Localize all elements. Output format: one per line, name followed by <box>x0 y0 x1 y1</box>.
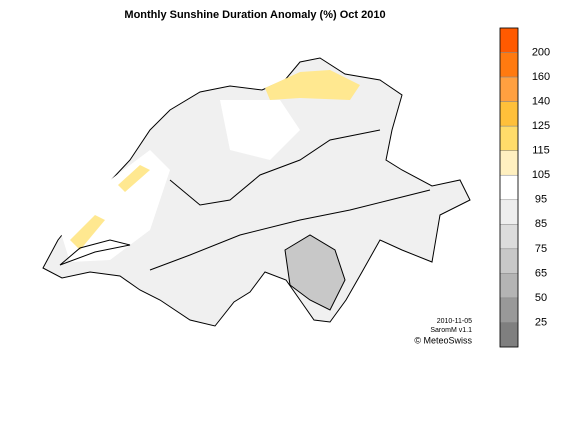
map-title: Monthly Sunshine Duration Anomaly (%) Oc… <box>124 9 385 21</box>
yellow-patch <box>118 165 150 192</box>
legend-swatch <box>499 125 519 151</box>
credit: © MeteoSwiss <box>414 335 472 345</box>
legend-label: 105 <box>532 169 550 181</box>
legend-swatch <box>499 174 519 201</box>
ticino-area <box>284 234 346 311</box>
yellow-patch <box>70 215 105 250</box>
legend-swatch <box>499 76 519 102</box>
legend-label: 95 <box>535 194 547 206</box>
color-legend: 200 160 140 125 115 105 95 85 75 65 50 25 <box>499 27 550 348</box>
legend-swatch <box>499 224 519 250</box>
legend-label: 200 <box>532 46 550 58</box>
white-patch <box>220 100 300 160</box>
lake <box>59 239 131 266</box>
legend-swatch <box>499 101 519 127</box>
region-border <box>149 129 431 271</box>
legend-label: 115 <box>532 145 550 157</box>
legend-swatch <box>499 273 519 299</box>
map <box>42 57 471 327</box>
legend-frame <box>499 27 519 348</box>
legend-label: 50 <box>535 292 547 304</box>
legend-swatch <box>499 322 519 348</box>
legend-swatch <box>499 52 519 78</box>
legend-label: 75 <box>535 243 547 255</box>
legend-label: 85 <box>535 218 547 230</box>
legend-swatch <box>499 248 519 274</box>
country-area <box>42 57 471 327</box>
product-version: SaromM v1.1 <box>430 327 472 334</box>
legend-label: 160 <box>532 71 550 83</box>
legend-swatch <box>499 199 519 225</box>
legend-label: 125 <box>532 120 550 132</box>
legend-swatch <box>499 27 519 53</box>
yellow-patch <box>265 70 360 100</box>
legend-label: 25 <box>535 316 547 328</box>
legend-label: 140 <box>532 96 550 108</box>
legend-label: 65 <box>535 267 547 279</box>
issue-date: 2010-11-05 <box>437 318 472 325</box>
legend-swatch <box>499 297 519 323</box>
legend-swatch <box>499 150 519 176</box>
